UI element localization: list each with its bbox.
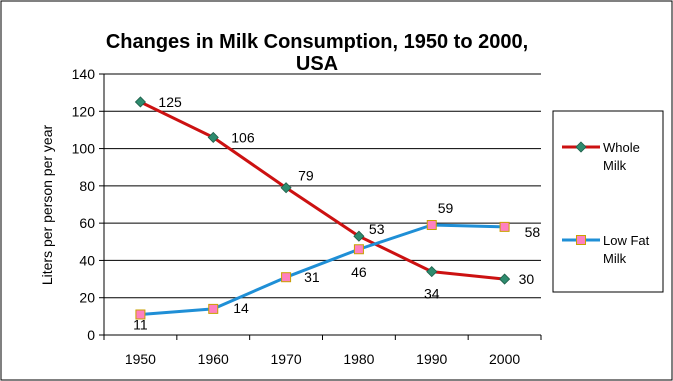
y-tick-label: 60 [79,215,95,231]
x-tick-label: 1990 [416,351,447,367]
legend: Whole Milk Low Fat Milk [552,110,664,293]
whole-milk-point [426,266,438,278]
data-labels: 125 106 79 53 34 30 11 14 31 46 59 58 [133,94,540,333]
whole-milk-data-label: 79 [298,168,314,184]
x-tick-label: 1950 [125,351,156,367]
chart-title-line-2: USA [296,53,338,75]
gridlines [104,73,541,299]
low-fat-milk-point [499,221,510,232]
whole-milk-point [207,131,219,143]
legend-whole-milk-label: Milk [603,158,627,173]
axes [99,73,542,340]
low-fat-milk-data-label: 31 [304,269,320,285]
whole-milk-data-label: 125 [158,94,182,110]
x-tick-label: 2000 [489,351,520,367]
whole-milk-line [139,100,505,281]
legend-whole-milk-label: Whole [603,140,640,155]
whole-milk-point [280,182,292,194]
y-tick-label: 20 [79,290,95,306]
low-fat-milk-data-label: 11 [133,316,148,332]
whole-milk-point [353,230,365,242]
whole-milk-data-label: 30 [519,271,535,287]
low-fat-milk-data-label: 46 [351,264,367,280]
whole-milk-point [499,273,511,285]
y-tick-label: 40 [79,252,95,268]
low-fat-milk-point [135,309,146,320]
x-tick-labels: 1950 1960 1970 1980 1990 2000 [125,351,521,367]
legend-whole-milk-swatch-marker [575,141,587,153]
whole-milk-data-label: 53 [369,221,385,237]
y-axis-label: Liters per person per year [39,125,55,286]
y-tick-label: 80 [79,178,95,194]
low-fat-milk-data-label: 58 [525,224,541,240]
legend-low-fat-milk-label: Low Fat [603,233,650,248]
y-tick-label: 0 [87,327,95,343]
y-tick-labels: 0 20 40 60 80 100 120 140 [72,66,96,343]
low-fat-milk-line [140,223,505,316]
series [134,96,511,320]
legend-low-fat-milk-swatch-marker [576,235,586,245]
low-fat-milk-data-label: 14 [233,300,249,316]
y-tick-label: 120 [72,103,96,119]
x-tick-label: 1960 [198,351,229,367]
low-fat-milk-point [281,272,292,283]
low-fat-milk-point [426,220,437,231]
x-tick-label: 1970 [271,351,302,367]
low-fat-milk-point [353,244,364,255]
y-tick-label: 140 [72,66,96,82]
y-tick-label: 100 [72,141,96,157]
legend-low-fat-milk-label: Milk [603,251,627,266]
whole-milk-point [134,96,146,108]
x-tick-label: 1980 [343,351,374,367]
whole-milk-data-label: 34 [424,286,440,302]
chart-title-line-1: Changes in Milk Consumption, 1950 to 200… [106,31,528,53]
low-fat-milk-data-label: 59 [438,200,454,216]
whole-milk-data-label: 106 [231,129,255,145]
low-fat-milk-point [208,303,219,314]
legend-box [552,110,664,293]
